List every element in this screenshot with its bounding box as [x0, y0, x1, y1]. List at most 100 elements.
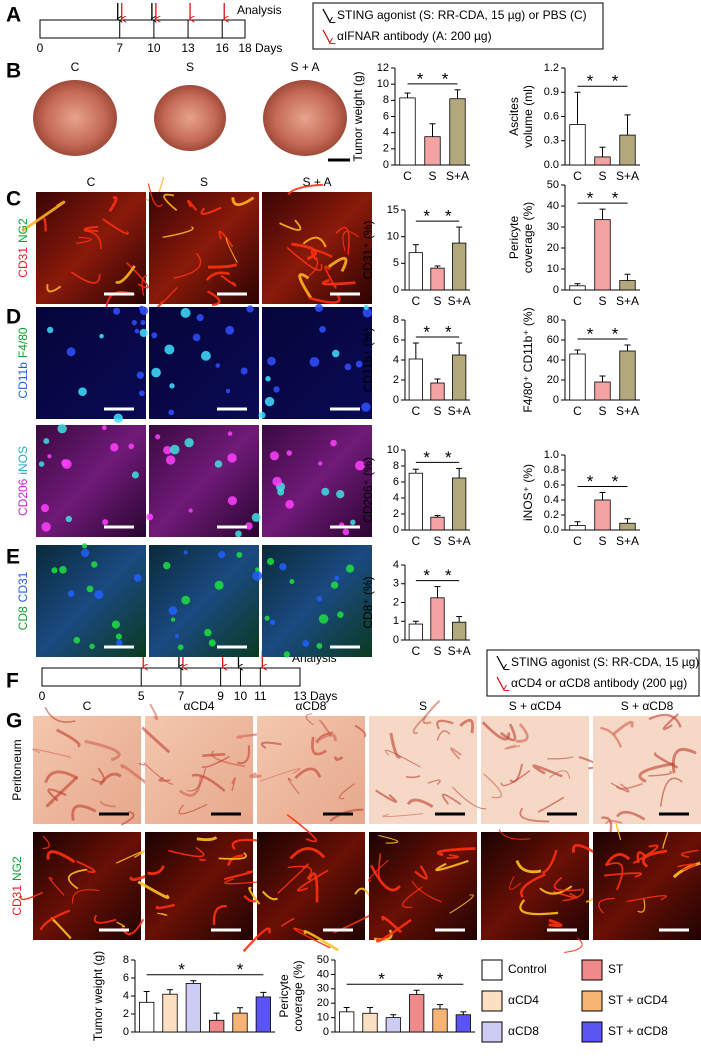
vessel [141, 726, 171, 754]
bar [232, 1012, 248, 1033]
vessel [405, 775, 421, 779]
cell [227, 496, 237, 506]
cell [214, 580, 224, 590]
vessel [603, 872, 642, 878]
timeline-tick-label: 10 [147, 41, 161, 55]
significance-label: * [445, 207, 452, 226]
timeline-tick-label: 0 [39, 689, 46, 703]
y-tick-label: 40 [547, 200, 559, 212]
texture [146, 431, 261, 538]
column-title: αCD8 [296, 699, 327, 713]
vessel [212, 905, 227, 926]
panel-label: F [6, 670, 19, 693]
bar [430, 382, 445, 401]
cell [344, 363, 352, 371]
vessel [436, 719, 454, 730]
vessel [335, 226, 350, 255]
vessel [308, 257, 319, 277]
y-tick-label: 5 [393, 257, 399, 269]
vessel [412, 715, 427, 735]
y-tick-label: 20 [317, 997, 329, 1009]
y-tick-label: 4 [393, 354, 399, 366]
vessel [329, 808, 364, 822]
vessel [72, 889, 100, 904]
bar [408, 358, 423, 401]
y-tick-label: 4 [383, 127, 389, 139]
bar [139, 1001, 155, 1033]
cell [208, 639, 216, 647]
cell [355, 460, 365, 471]
bar [430, 267, 445, 291]
micrograph [33, 832, 141, 940]
panel-label: A [6, 4, 21, 27]
significance-label: * [423, 566, 430, 585]
y-tick-label: 10 [387, 231, 399, 243]
vessel [342, 230, 360, 251]
micrograph [481, 716, 589, 824]
bar [408, 472, 423, 531]
cell [113, 307, 121, 315]
cell [183, 550, 188, 555]
vessel [231, 196, 255, 207]
vessel [382, 813, 424, 818]
significance-label: * [237, 960, 244, 979]
cell [165, 455, 176, 465]
vessel [45, 775, 79, 808]
row-label: Peritoneum [10, 739, 24, 800]
x-tick-label: C [411, 404, 420, 418]
cell [188, 508, 193, 513]
bar [408, 252, 423, 291]
vessel [662, 831, 669, 849]
x-tick-label: C [573, 534, 582, 548]
panel-label: G [6, 710, 22, 733]
y-tick-label: 8 [383, 94, 389, 106]
y-tick-label: 30 [317, 983, 329, 995]
vessel [604, 853, 631, 867]
y-tick-label: 60 [547, 334, 559, 346]
cell [47, 454, 52, 459]
vessel [598, 897, 615, 914]
cell [139, 328, 148, 338]
vessel [39, 909, 71, 931]
cell [251, 513, 261, 522]
vessel [173, 252, 202, 279]
bar [449, 98, 466, 166]
vessel [321, 278, 356, 286]
column-title: S [200, 175, 208, 189]
timeline-legend-box [312, 2, 604, 50]
y-axis-label: Pericyte [277, 974, 291, 1018]
cell [361, 402, 371, 412]
cell [110, 443, 119, 452]
y-tick-label: 0 [393, 284, 399, 296]
vessel [636, 851, 647, 864]
vessel [259, 768, 301, 782]
vessel [242, 927, 271, 953]
vessel [542, 849, 558, 875]
vessel [71, 804, 97, 821]
micrograph [149, 192, 259, 304]
micrograph [36, 192, 146, 304]
column-title: S [186, 60, 194, 74]
vessel [76, 860, 96, 873]
cell [131, 471, 139, 479]
y-tick-label: 0.2 [544, 509, 559, 521]
vessel [199, 858, 206, 862]
timeline-tick-label: 16 [216, 41, 230, 55]
texture [375, 699, 474, 818]
legend-arrow [496, 676, 504, 690]
bar [569, 285, 586, 291]
bar [399, 97, 416, 166]
vessel [515, 723, 529, 743]
micrograph [145, 716, 253, 824]
vessel [196, 836, 218, 842]
vessel [291, 242, 318, 261]
cell [302, 640, 310, 647]
cell [89, 643, 95, 650]
cell [174, 634, 179, 639]
cell [101, 425, 107, 431]
row-label-part: CD31 [16, 571, 30, 602]
cell [269, 451, 280, 461]
legend-label: ST + αCD8 [608, 1024, 668, 1038]
micrograph [593, 832, 701, 940]
vessel [499, 723, 517, 742]
